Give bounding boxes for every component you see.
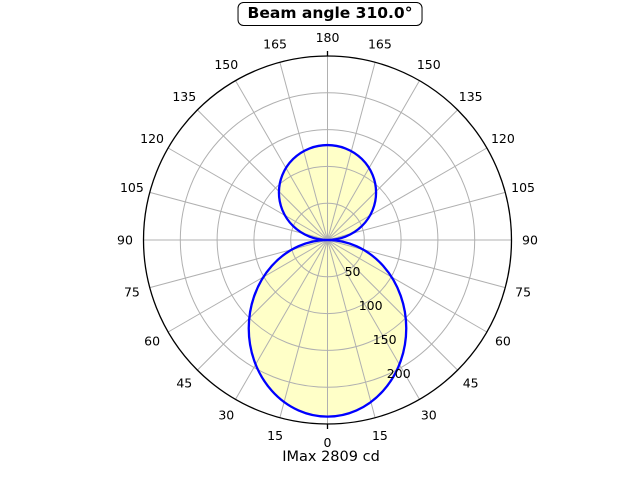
angle-label: 150 — [417, 57, 441, 72]
angle-label: 90 — [117, 232, 133, 247]
spoke — [327, 239, 458, 371]
spoke — [327, 239, 506, 289]
angle-label: 30 — [218, 408, 234, 423]
spoke — [327, 147, 488, 241]
title-box: Beam angle 310.0° — [237, 2, 423, 26]
angle-label: 90 — [522, 232, 538, 247]
angle-label: 60 — [495, 334, 511, 349]
spoke — [327, 191, 506, 241]
spoke — [197, 109, 328, 241]
spoke — [149, 239, 328, 289]
angle-label: 60 — [144, 334, 160, 349]
spoke — [167, 239, 328, 333]
angle-label: 120 — [491, 131, 515, 146]
imax-label: IMax 2809 cd — [282, 449, 380, 465]
angle-label: 75 — [515, 285, 531, 300]
spoke — [327, 109, 458, 241]
angle-label: 45 — [463, 376, 479, 391]
angle-label: 105 — [120, 180, 144, 195]
upper-beam-lobe-outline — [277, 143, 378, 242]
chart-title: Beam angle 310.0° — [247, 4, 413, 22]
spoke — [327, 239, 376, 418]
spoke — [327, 239, 420, 400]
spoke — [149, 191, 328, 241]
angle-label: 75 — [124, 285, 140, 300]
angle-label: 0 — [324, 435, 332, 450]
spoke — [235, 239, 328, 400]
angle-label: 105 — [511, 180, 535, 195]
angle-label: 120 — [140, 131, 164, 146]
spoke — [235, 80, 328, 241]
angle-label: 135 — [459, 89, 483, 104]
spoke — [197, 239, 328, 371]
spoke — [279, 239, 328, 418]
radial-label: 100 — [359, 298, 383, 313]
angle-label: 180 — [316, 30, 340, 45]
spoke — [327, 239, 488, 333]
angle-label: 135 — [172, 89, 196, 104]
spoke — [167, 147, 328, 241]
angle-label: 165 — [263, 37, 287, 52]
angle-label: 45 — [176, 376, 192, 391]
angle-label: 150 — [214, 57, 238, 72]
angle-label: 165 — [368, 37, 392, 52]
spoke — [327, 80, 420, 241]
angle-label: 15 — [267, 428, 283, 443]
angle-label: 15 — [372, 428, 388, 443]
angle-label: 30 — [421, 408, 437, 423]
radial-label: 150 — [373, 332, 397, 347]
radial-label: 200 — [387, 366, 411, 381]
radial-label: 50 — [345, 264, 361, 279]
